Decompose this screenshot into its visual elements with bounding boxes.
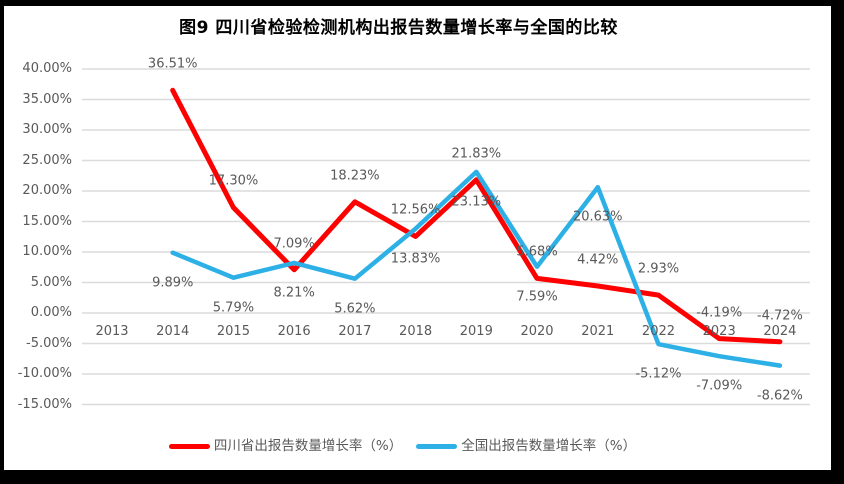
data-label-national-2017: 5.62%: [334, 301, 376, 317]
chart-title: 图9 四川省检验检测机构出报告数量增长率与全国的比较: [179, 18, 618, 38]
series-line-national: [170, 169, 783, 368]
legend-item-sichuan: 四川省出报告数量增长率（%）: [168, 437, 403, 455]
legend-label-sichuan: 四川省出报告数量增长率（%）: [213, 438, 403, 454]
y-axis-tick-label: -15.00%: [17, 396, 72, 412]
x-axis-tick-label: 2023: [702, 324, 736, 339]
data-label-national-2020: 7.59%: [516, 289, 558, 305]
legend-swatch-sichuan-line-icon: [168, 443, 210, 449]
data-label-national-2019: 23.13%: [451, 194, 502, 210]
y-axis-tick-label: 5.00%: [30, 274, 72, 290]
y-axis-tick-label: 25.00%: [22, 152, 72, 168]
data-label-sichuan-2023: -4.19%: [696, 305, 743, 321]
legend-swatch-national-line-icon: [416, 443, 458, 449]
data-label-sichuan-2016: 7.09%: [273, 236, 315, 252]
x-axis-tick-label: 2021: [581, 324, 615, 339]
x-axis-tick-label: 2014: [156, 324, 190, 339]
data-label-national-2014: 9.89%: [152, 275, 194, 291]
data-label-sichuan-2014: 36.51%: [147, 56, 198, 72]
x-axis-tick-label: 2022: [641, 324, 676, 339]
y-axis-tick-label: -10.00%: [17, 366, 72, 381]
y-axis-tick-label: -5.00%: [26, 335, 72, 351]
legend-item-national: 全国出报告数量增长率（%）: [416, 437, 636, 455]
data-label-sichuan-2018: 12.56%: [390, 202, 441, 218]
x-axis-tick-label: 2020: [520, 324, 554, 339]
x-axis-tick-label: 2017: [338, 324, 372, 339]
data-label-sichuan-2017: 18.23%: [330, 168, 380, 184]
legend-label-national: 全国出报告数量增长率（%）: [461, 438, 637, 454]
x-axis-tick-label: 2013: [95, 324, 129, 339]
data-label-sichuan-2021: 4.42%: [577, 252, 619, 268]
data-label-national-2022: -5.12%: [635, 366, 682, 382]
series-line-sichuan: [170, 87, 783, 345]
y-axis-tick-label: 0.00%: [30, 305, 72, 320]
data-label-national-2024: -8.62%: [756, 388, 803, 404]
x-axis-tick-label: 2015: [216, 324, 250, 339]
x-axis-tick-label: 2019: [459, 324, 493, 339]
data-label-sichuan-2015: 17.30%: [208, 173, 259, 189]
data-label-national-2018: 13.83%: [390, 251, 441, 267]
y-axis-tick-label: 15.00%: [22, 213, 72, 229]
data-label-sichuan-2024: -4.72%: [756, 308, 803, 324]
data-label-national-2021: 20.63%: [572, 209, 623, 225]
y-axis-tick-label: 20.00%: [22, 183, 72, 198]
data-label-sichuan-2019: 21.83%: [451, 146, 502, 162]
data-label-sichuan-2022: 2.93%: [637, 261, 680, 277]
legend: 四川省出报告数量增长率（%） 全国出报告数量增长率（%）: [0, 437, 816, 455]
x-axis-tick-label: 2016: [277, 324, 311, 339]
y-axis-tick-label: 10.00%: [22, 244, 72, 259]
data-label-national-2023: -7.09%: [696, 378, 743, 394]
data-label-national-2015: 5.79%: [212, 300, 255, 316]
data-label-sichuan-2020: 5.68%: [516, 244, 558, 260]
y-axis-tick-label: 40.00%: [22, 61, 72, 76]
y-axis-tick-label: 35.00%: [22, 91, 72, 107]
data-label-national-2016: 8.21%: [273, 285, 315, 301]
x-axis-tick-label: 2024: [763, 324, 797, 339]
y-axis-tick-label: 30.00%: [22, 122, 72, 137]
x-axis-tick-label: 2018: [399, 324, 433, 339]
